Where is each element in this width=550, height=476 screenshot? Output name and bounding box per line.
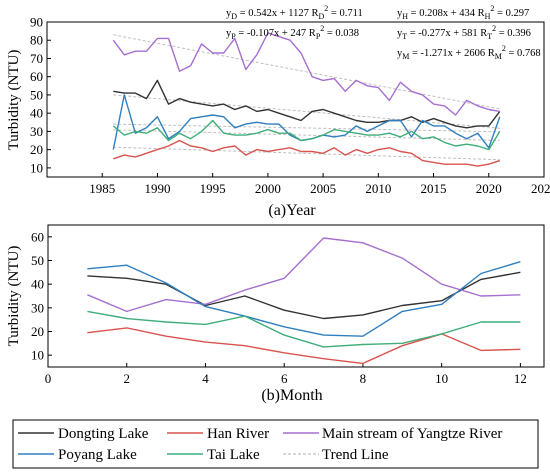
panel-b-caption: (b)Month bbox=[261, 387, 322, 404]
panel-a-y-axis-label: Turbidity (NTU) bbox=[6, 50, 22, 151]
trend-line-yangtze bbox=[113, 34, 500, 110]
series-line-yangtze bbox=[112, 32, 500, 116]
series-line-yangtze bbox=[87, 237, 521, 313]
series-line-dongting bbox=[113, 79, 501, 129]
x-tick-label: 1995 bbox=[200, 181, 226, 196]
x-tick-label: 0 bbox=[45, 371, 52, 386]
regression-equations: yD = 0.542x + 1127 RD2 = 0.711 yH = 0.208… bbox=[226, 4, 541, 61]
regression-equation: yH = 0.208x + 434 RH2 = 0.297 bbox=[397, 4, 529, 21]
legend: Dongting Lake Han River Main stream of Y… bbox=[12, 419, 539, 469]
panel-a-frame bbox=[46, 21, 545, 178]
y-tick-label: 20 bbox=[31, 324, 44, 339]
trend-line-tai bbox=[113, 129, 500, 141]
regression-equation: yT = -0.277x + 581 RT2 = 0.396 bbox=[397, 24, 531, 41]
y-tick-label: 30 bbox=[30, 124, 43, 139]
legend-box bbox=[12, 419, 539, 469]
y-tick-label: 90 bbox=[30, 15, 43, 30]
x-tick-label: 10 bbox=[435, 371, 448, 386]
panel-a-trend-lines bbox=[113, 34, 500, 161]
y-tick-label: 30 bbox=[31, 300, 44, 315]
panel-a-ticks: 1985 1990 1995 2000 2005 2010 2015 2020 2025 10 20… bbox=[30, 15, 550, 197]
series-line-han bbox=[113, 139, 501, 167]
series-line-poyang bbox=[87, 261, 521, 337]
y-tick-label: 40 bbox=[31, 277, 44, 292]
legend-label-poyang: Poyang Lake bbox=[58, 447, 137, 463]
panel-a-year: 1985 1990 1995 2000 2005 2010 2015 2020 2025 10 20… bbox=[6, 4, 550, 219]
legend-label-dongting: Dongting Lake bbox=[58, 426, 149, 442]
x-tick-label: 4 bbox=[202, 371, 209, 386]
x-tick-label: 2015 bbox=[421, 181, 447, 196]
panel-b-series bbox=[87, 237, 521, 365]
x-tick-label: 12 bbox=[514, 371, 527, 386]
regression-equation: yM = -1.271x + 2606 RM2 = 0.768 bbox=[397, 44, 541, 61]
panel-b-y-axis-label: Turbidity (NTU) bbox=[6, 246, 22, 347]
y-tick-label: 50 bbox=[30, 87, 43, 102]
x-tick-label: 1985 bbox=[89, 181, 115, 196]
regression-equation: yP = -0.107x + 247 RP2 = 0.038 bbox=[226, 24, 359, 41]
legend-label-yangtze: Main stream of Yangtze River bbox=[322, 426, 502, 442]
y-tick-label: 70 bbox=[30, 51, 43, 66]
x-tick-label: 6 bbox=[281, 371, 288, 386]
x-tick-label: 8 bbox=[360, 371, 367, 386]
y-tick-label: 50 bbox=[31, 253, 44, 268]
x-tick-label: 2020 bbox=[476, 181, 502, 196]
y-tick-label: 20 bbox=[30, 142, 43, 157]
trend-line-dongting bbox=[113, 94, 500, 129]
legend-label-han: Han River bbox=[207, 426, 269, 442]
y-tick-label: 60 bbox=[30, 69, 43, 84]
series-line-dongting bbox=[87, 271, 521, 320]
y-tick-label: 80 bbox=[30, 33, 43, 48]
y-tick-label: 10 bbox=[31, 348, 44, 363]
regression-equation: yD = 0.542x + 1127 RD2 = 0.711 bbox=[226, 4, 363, 21]
panel-b-ticks: 0 2 4 6 8 10 12 10 20 30 40 50 60 bbox=[31, 229, 527, 386]
legend-label-tai: Tai Lake bbox=[207, 447, 260, 463]
x-tick-label: 2005 bbox=[310, 181, 336, 196]
series-line-tai bbox=[87, 310, 521, 348]
y-tick-label: 40 bbox=[30, 106, 43, 121]
panel-a-caption: (a)Year bbox=[268, 202, 316, 219]
x-tick-label: 2000 bbox=[255, 181, 281, 196]
panel-a-series bbox=[112, 32, 501, 167]
trend-line-poyang bbox=[113, 123, 500, 133]
x-tick-label: 2010 bbox=[365, 181, 391, 196]
x-tick-label: 2 bbox=[123, 371, 130, 386]
panel-b-frame bbox=[47, 224, 545, 368]
y-tick-label: 10 bbox=[30, 160, 43, 175]
series-line-han bbox=[87, 327, 521, 365]
trend-line-han bbox=[113, 146, 500, 161]
legend-label-trend: Trend Line bbox=[322, 447, 389, 463]
series-line-tai bbox=[112, 119, 501, 151]
y-tick-label: 60 bbox=[31, 229, 44, 244]
x-tick-label: 1990 bbox=[144, 181, 170, 196]
panel-b-month: 0 2 4 6 8 10 12 10 20 30 40 50 60 Turbidity (NTU) (b… bbox=[6, 224, 545, 404]
x-tick-label: 2025 bbox=[531, 181, 550, 196]
